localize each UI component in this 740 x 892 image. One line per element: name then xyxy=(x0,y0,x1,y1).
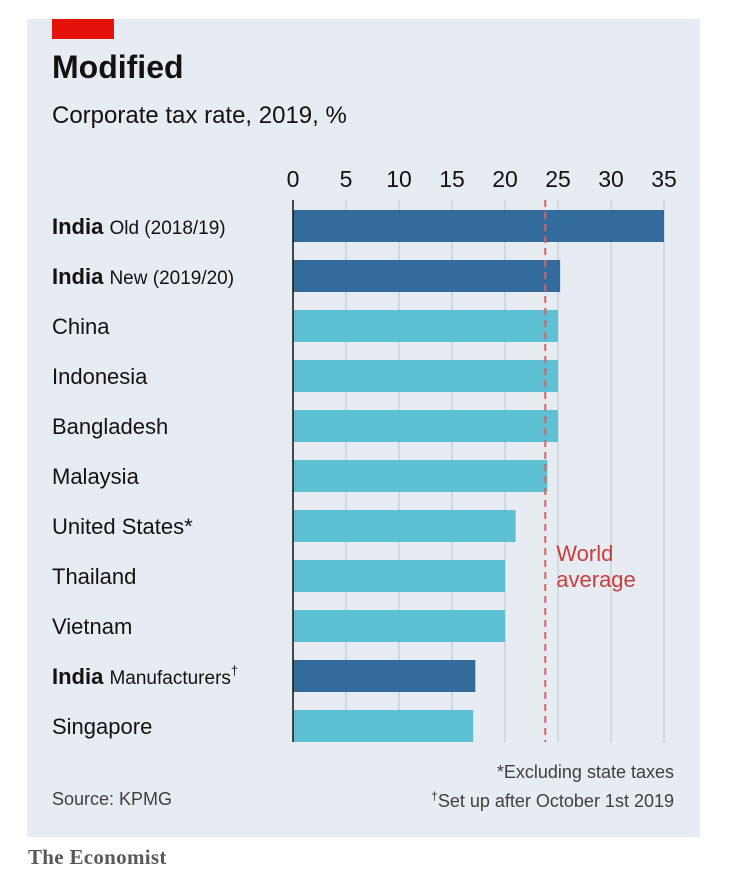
x-tick-label: 25 xyxy=(545,166,571,192)
category-label-4: Bangladesh xyxy=(52,414,168,439)
category-label-text: China xyxy=(52,314,110,339)
category-label-8: Vietnam xyxy=(52,614,132,639)
category-label-detail: Manufacturers xyxy=(109,668,230,689)
category-label-3: Indonesia xyxy=(52,364,148,389)
category-label-text: Singapore xyxy=(52,714,152,739)
bar-5 xyxy=(293,460,548,492)
category-label-6: United States* xyxy=(52,514,193,539)
x-tick-label: 0 xyxy=(287,166,300,192)
category-label-bold: India xyxy=(52,664,109,689)
world-average-label: World xyxy=(556,541,613,566)
footnote-text: Set up after October 1st 2019 xyxy=(437,791,674,811)
x-tick-label: 30 xyxy=(598,166,624,192)
category-label-text: Indonesia xyxy=(52,364,148,389)
bar-2 xyxy=(293,310,558,342)
category-label-detail: Old (2018/19) xyxy=(109,218,225,239)
x-tick-label: 10 xyxy=(386,166,412,192)
chart-panel: Modified Corporate tax rate, 2019, % 0 5 1… xyxy=(27,19,700,837)
x-tick-label: 20 xyxy=(492,166,518,192)
red-accent-tab xyxy=(52,19,114,39)
category-label-9: India Manufacturers† xyxy=(52,663,238,689)
category-label-5: Malaysia xyxy=(52,464,140,489)
x-tick-label: 35 xyxy=(651,166,677,192)
x-tick-label: 5 xyxy=(340,166,353,192)
chart-title: Modified xyxy=(52,49,184,85)
category-label-bold: India xyxy=(52,214,109,239)
bar-1 xyxy=(293,260,561,292)
category-label-text: United States* xyxy=(52,514,193,539)
category-label-text: Vietnam xyxy=(52,614,132,639)
bar-6 xyxy=(293,510,516,542)
category-label-detail: New (2019/20) xyxy=(109,268,234,289)
dagger-mark: † xyxy=(431,789,438,803)
bar-9 xyxy=(293,660,476,692)
footnote-excluding-state-taxes: *Excluding state taxes xyxy=(496,762,674,782)
category-label-sup: † xyxy=(231,663,238,678)
category-label-0: India Old (2018/19) xyxy=(52,214,226,239)
category-label-1: India New (2019/20) xyxy=(52,264,234,289)
source-note: Source: KPMG xyxy=(52,789,173,809)
category-label-2: China xyxy=(52,314,110,339)
bar-4 xyxy=(293,410,558,442)
x-tick-label: 15 xyxy=(439,166,465,192)
category-label-bold: India xyxy=(52,264,109,289)
category-label-text: Thailand xyxy=(52,564,136,589)
category-label-10: Singapore xyxy=(52,714,152,739)
bar-10 xyxy=(293,710,474,742)
category-label-7: Thailand xyxy=(52,564,136,589)
category-label-text: Malaysia xyxy=(52,464,140,489)
world-average-label: average xyxy=(556,567,636,592)
bar-8 xyxy=(293,610,505,642)
brand-logo: The Economist xyxy=(28,845,167,869)
footnote-set-up-after: †Set up after October 1st 2019 xyxy=(431,789,674,812)
bar-0 xyxy=(293,210,664,242)
bar-3 xyxy=(293,360,558,392)
category-label-text: Bangladesh xyxy=(52,414,168,439)
bar-7 xyxy=(293,560,505,592)
chart-subtitle: Corporate tax rate, 2019, % xyxy=(52,102,347,129)
